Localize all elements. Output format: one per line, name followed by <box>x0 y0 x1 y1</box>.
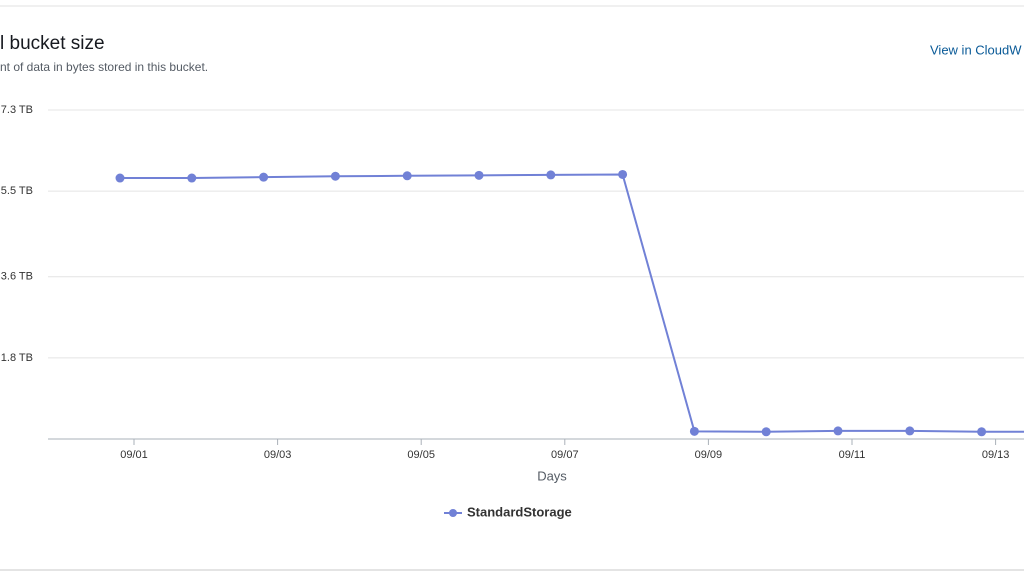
y-tick-label: 7.3 TB <box>1 104 33 116</box>
x-tick-label: 09/13 <box>982 449 1010 461</box>
y-tick-label: 3.6 TB <box>1 271 33 283</box>
data-point <box>187 173 197 183</box>
data-point <box>115 173 125 183</box>
data-point <box>833 426 843 436</box>
x-tick-label: 09/03 <box>264 449 292 461</box>
legend-swatch-dot <box>449 509 457 517</box>
x-tick-label: 09/09 <box>695 449 723 461</box>
data-point <box>905 426 915 436</box>
data-point <box>761 427 771 437</box>
chart-title: l bucket size <box>0 33 105 54</box>
cloudwatch-link[interactable]: View in CloudW <box>930 42 1022 57</box>
data-point <box>977 427 987 437</box>
x-tick-label: 09/05 <box>407 449 435 461</box>
series-line <box>120 173 1024 433</box>
data-point <box>402 171 412 181</box>
x-tick-label: 09/07 <box>551 449 579 461</box>
data-point <box>330 171 340 181</box>
y-tick-label: 5.5 TB <box>1 185 33 197</box>
legend-label: StandardStorage <box>467 504 572 519</box>
y-tick-label: 1.8 TB <box>1 352 33 364</box>
data-point <box>546 170 556 180</box>
data-point <box>618 169 628 179</box>
data-point <box>689 426 699 436</box>
x-axis-title: Days <box>537 468 567 483</box>
data-point <box>474 170 484 180</box>
x-tick-label: 09/11 <box>839 449 866 461</box>
chart-subtitle: nt of data in bytes stored in this bucke… <box>0 60 208 74</box>
x-tick-label: 09/01 <box>120 449 148 461</box>
data-point <box>259 172 269 182</box>
